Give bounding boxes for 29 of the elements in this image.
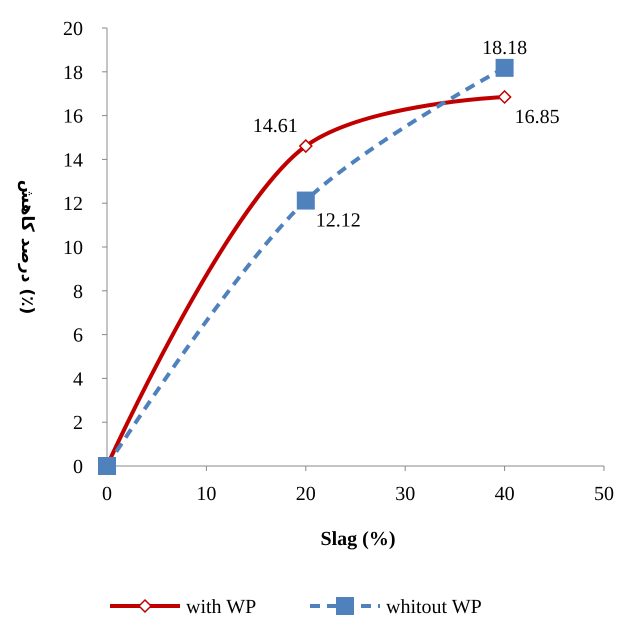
y-tick-label: 2: [73, 412, 83, 434]
data-label: 18.18: [482, 36, 528, 59]
data-label: 14.61: [252, 115, 298, 138]
y-tick-label: 16: [63, 106, 83, 128]
point: [296, 192, 315, 210]
x-tick-label: 50: [594, 483, 614, 505]
y-axis-title: درصد کاهش (٪): [17, 180, 37, 314]
data-label: 12.12: [316, 210, 361, 232]
y-tick-label: 20: [63, 18, 83, 40]
y-tick-label: 14: [63, 149, 83, 172]
legend-label: with WP: [186, 596, 256, 617]
point: [498, 90, 512, 104]
legend-label: whitout WP: [386, 596, 482, 617]
point: [496, 58, 514, 77]
x-tick-label: 0: [102, 483, 112, 505]
x-tick-label: 40: [494, 483, 515, 505]
x-tick-label: 10: [196, 483, 216, 505]
point: [299, 139, 313, 153]
data-label: 16.85: [514, 106, 560, 128]
y-tick-label: 8: [73, 280, 83, 303]
y-tick-label: 10: [63, 237, 83, 259]
x-axis-title: Slag (%): [320, 528, 396, 550]
y-tick-label: 6: [73, 324, 83, 347]
y-tick-label: 18: [63, 62, 83, 84]
x-tick-label: 30: [395, 483, 416, 505]
y-tick-label: 0: [73, 456, 83, 478]
y-tick-label: 12: [63, 193, 83, 216]
y-tick-label: 4: [73, 368, 83, 390]
x-tick-label: 20: [296, 483, 316, 505]
